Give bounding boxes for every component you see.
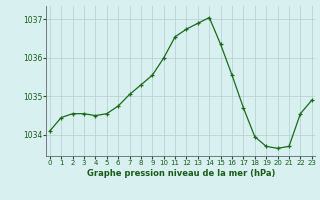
X-axis label: Graphe pression niveau de la mer (hPa): Graphe pression niveau de la mer (hPa) xyxy=(87,169,275,178)
